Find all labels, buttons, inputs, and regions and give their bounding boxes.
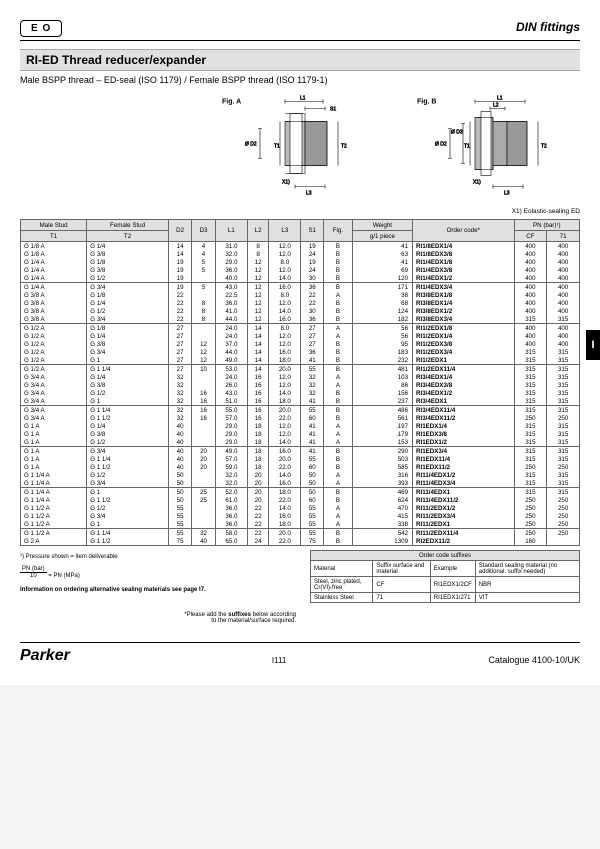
figure-b: Fig. B L1 L2 Ø D2 Ø D3 T1 T2 X1) L3 (405, 91, 580, 206)
svg-text:T2: T2 (341, 144, 347, 150)
data-table: Male StudFemale Stud D2D3 L1L2 L3S1 Fig.… (20, 219, 580, 546)
svg-text:L2: L2 (493, 103, 499, 109)
svg-text:S1: S1 (330, 107, 336, 113)
section-tab: I (586, 330, 600, 360)
svg-text:Fig. A: Fig. A (222, 99, 241, 106)
svg-text:X1): X1) (473, 180, 481, 186)
svg-text:Ø D2: Ø D2 (245, 142, 257, 148)
page-subtitle: Male BSPP thread – ED-seal (ISO 1179) / … (20, 75, 580, 85)
suffix-note: *Please add the suffixes below according… (20, 612, 302, 624)
footnote-conversion: PN (bar)10 = PN (MPa) (20, 566, 302, 581)
svg-text:T1: T1 (274, 144, 280, 150)
svg-text:Fig. B: Fig. B (417, 99, 436, 106)
svg-text:Ø D2: Ø D2 (435, 142, 447, 148)
svg-text:L1: L1 (497, 96, 503, 102)
svg-text:L3: L3 (306, 191, 312, 197)
brand-logo: Parker (20, 647, 70, 665)
page-number: I111 (272, 656, 286, 665)
top-rule (20, 40, 580, 41)
info-line: Information on ordering alternative seal… (20, 587, 302, 595)
page-title: RI-ED Thread reducer/expander (20, 49, 580, 71)
svg-text:Ø D3: Ø D3 (451, 130, 463, 136)
suffix-table: Order code suffixes MaterialSuffix surfa… (310, 550, 580, 603)
svg-text:L3: L3 (504, 191, 510, 197)
figure-note: X1) Eolastic-sealing ED (20, 208, 580, 215)
svg-text:T1: T1 (464, 144, 470, 150)
category-header: DIN fittings (516, 20, 580, 34)
eo-logo: E O (20, 20, 62, 37)
catalogue-ref: Catalogue 4100-10/UK (488, 655, 580, 665)
footnote-pressure: ¹) Pressure shown = item deliverable (20, 554, 302, 562)
figure-a: Fig. A L1 S1 Ø D2 T1 T2 X1) L3 (210, 91, 385, 206)
svg-text:T2: T2 (541, 144, 547, 150)
svg-text:L1: L1 (300, 96, 306, 102)
svg-text:X1): X1) (282, 180, 290, 186)
